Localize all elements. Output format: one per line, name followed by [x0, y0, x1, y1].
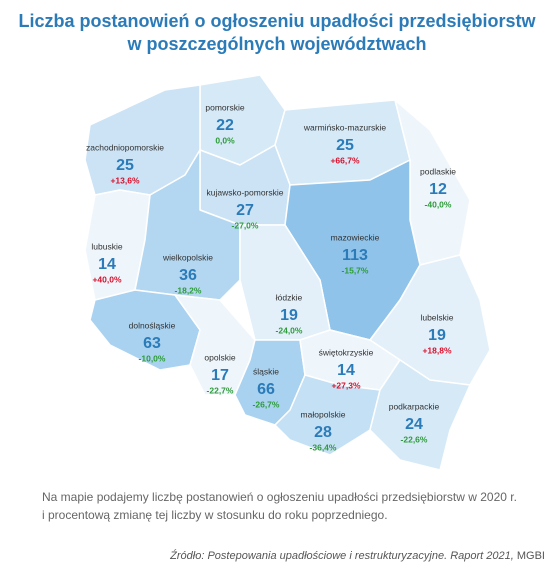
region-name: warmińsko-mazurskie — [303, 122, 386, 132]
region-count: 17 — [211, 367, 229, 384]
region-name: mazowieckie — [331, 232, 380, 242]
region-count: 66 — [257, 381, 275, 398]
region-change: +66,7% — [330, 155, 360, 165]
region-name: podlaskie — [420, 166, 456, 176]
region-count: 24 — [405, 416, 423, 433]
region-change: 0,0% — [215, 135, 235, 145]
region-change: +40,0% — [92, 274, 122, 284]
region-count: 14 — [98, 256, 116, 273]
region-name: kujawsko-pomorskie — [207, 187, 284, 197]
region-name: śląskie — [253, 366, 279, 376]
region-shape — [274, 374, 381, 456]
region-count: 25 — [116, 157, 134, 174]
region-name: małopolskie — [301, 409, 346, 419]
region-change: -26,7% — [253, 399, 280, 409]
region-count: 12 — [429, 181, 447, 198]
region-change: -18,2% — [175, 285, 202, 295]
region-change: -22,6% — [401, 434, 428, 444]
region-name: świętokrzyskie — [319, 347, 374, 357]
region-change: -15,7% — [342, 265, 369, 275]
region-count: 36 — [179, 267, 197, 284]
map — [84, 74, 491, 471]
region-name: opolskie — [204, 352, 235, 362]
region-count: 19 — [280, 307, 298, 324]
source-plain: MGBI — [517, 550, 545, 562]
region-count: 63 — [143, 335, 161, 352]
region-name: lubuskie — [91, 241, 122, 251]
note: i procentową zmianę tej liczby w stosunk… — [42, 508, 388, 522]
source: Źródło: Postepowania upadłościowe i rest… — [169, 549, 545, 562]
note: Na mapie podajemy liczbę postanowień o o… — [42, 490, 517, 504]
title: w poszczególnych województwach — [126, 34, 426, 54]
region-count: 28 — [314, 424, 332, 441]
region-change: -36,4% — [310, 442, 337, 452]
region-count: 27 — [236, 202, 254, 219]
region-change: +18,8% — [422, 345, 452, 355]
region-change: -24,0% — [276, 325, 303, 335]
region-name: wielkopolskie — [162, 252, 213, 262]
region-change: +13,6% — [110, 175, 140, 185]
region-count: 19 — [428, 327, 446, 344]
region-count: 14 — [337, 362, 355, 379]
region-name: pomorskie — [205, 102, 244, 112]
region-change: -22,7% — [207, 385, 234, 395]
region-change: -10,0% — [139, 353, 166, 363]
region-name: podkarpackie — [389, 401, 440, 411]
region-name: dolnośląskie — [129, 320, 176, 330]
region-name: lubelskie — [420, 312, 453, 322]
region-name: zachodniopomorskie — [86, 142, 164, 152]
region-change: -27,0% — [232, 220, 259, 230]
region-count: 113 — [342, 247, 368, 264]
region-change: -40,0% — [425, 199, 452, 209]
region-name: łódzkie — [276, 292, 303, 302]
source-italic: Źródło: Postepowania upadłościowe i rest… — [169, 549, 514, 562]
region-change: +27,3% — [331, 380, 361, 390]
region-count: 22 — [216, 117, 234, 134]
title: Liczba postanowień o ogłoszeniu upadłośc… — [18, 11, 536, 31]
region-count: 25 — [336, 137, 354, 154]
region-shape — [369, 359, 471, 471]
